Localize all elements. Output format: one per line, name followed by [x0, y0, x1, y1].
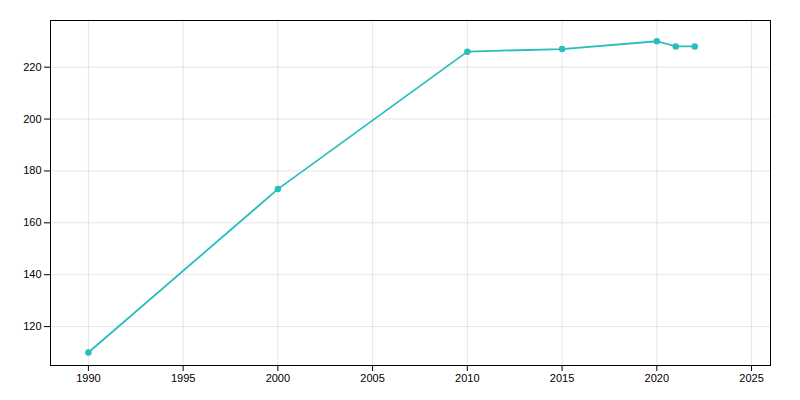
svg-text:2010: 2010: [455, 372, 479, 384]
svg-text:2020: 2020: [645, 372, 669, 384]
svg-text:2025: 2025: [739, 372, 763, 384]
svg-text:180: 180: [23, 164, 41, 176]
svg-text:120: 120: [23, 320, 41, 332]
svg-text:2015: 2015: [550, 372, 574, 384]
svg-text:2000: 2000: [266, 372, 290, 384]
svg-text:160: 160: [23, 216, 41, 228]
svg-text:200: 200: [23, 113, 41, 125]
svg-text:1990: 1990: [76, 372, 100, 384]
svg-text:220: 220: [23, 61, 41, 73]
svg-text:140: 140: [23, 268, 41, 280]
svg-text:1995: 1995: [171, 372, 195, 384]
svg-text:2005: 2005: [360, 372, 384, 384]
